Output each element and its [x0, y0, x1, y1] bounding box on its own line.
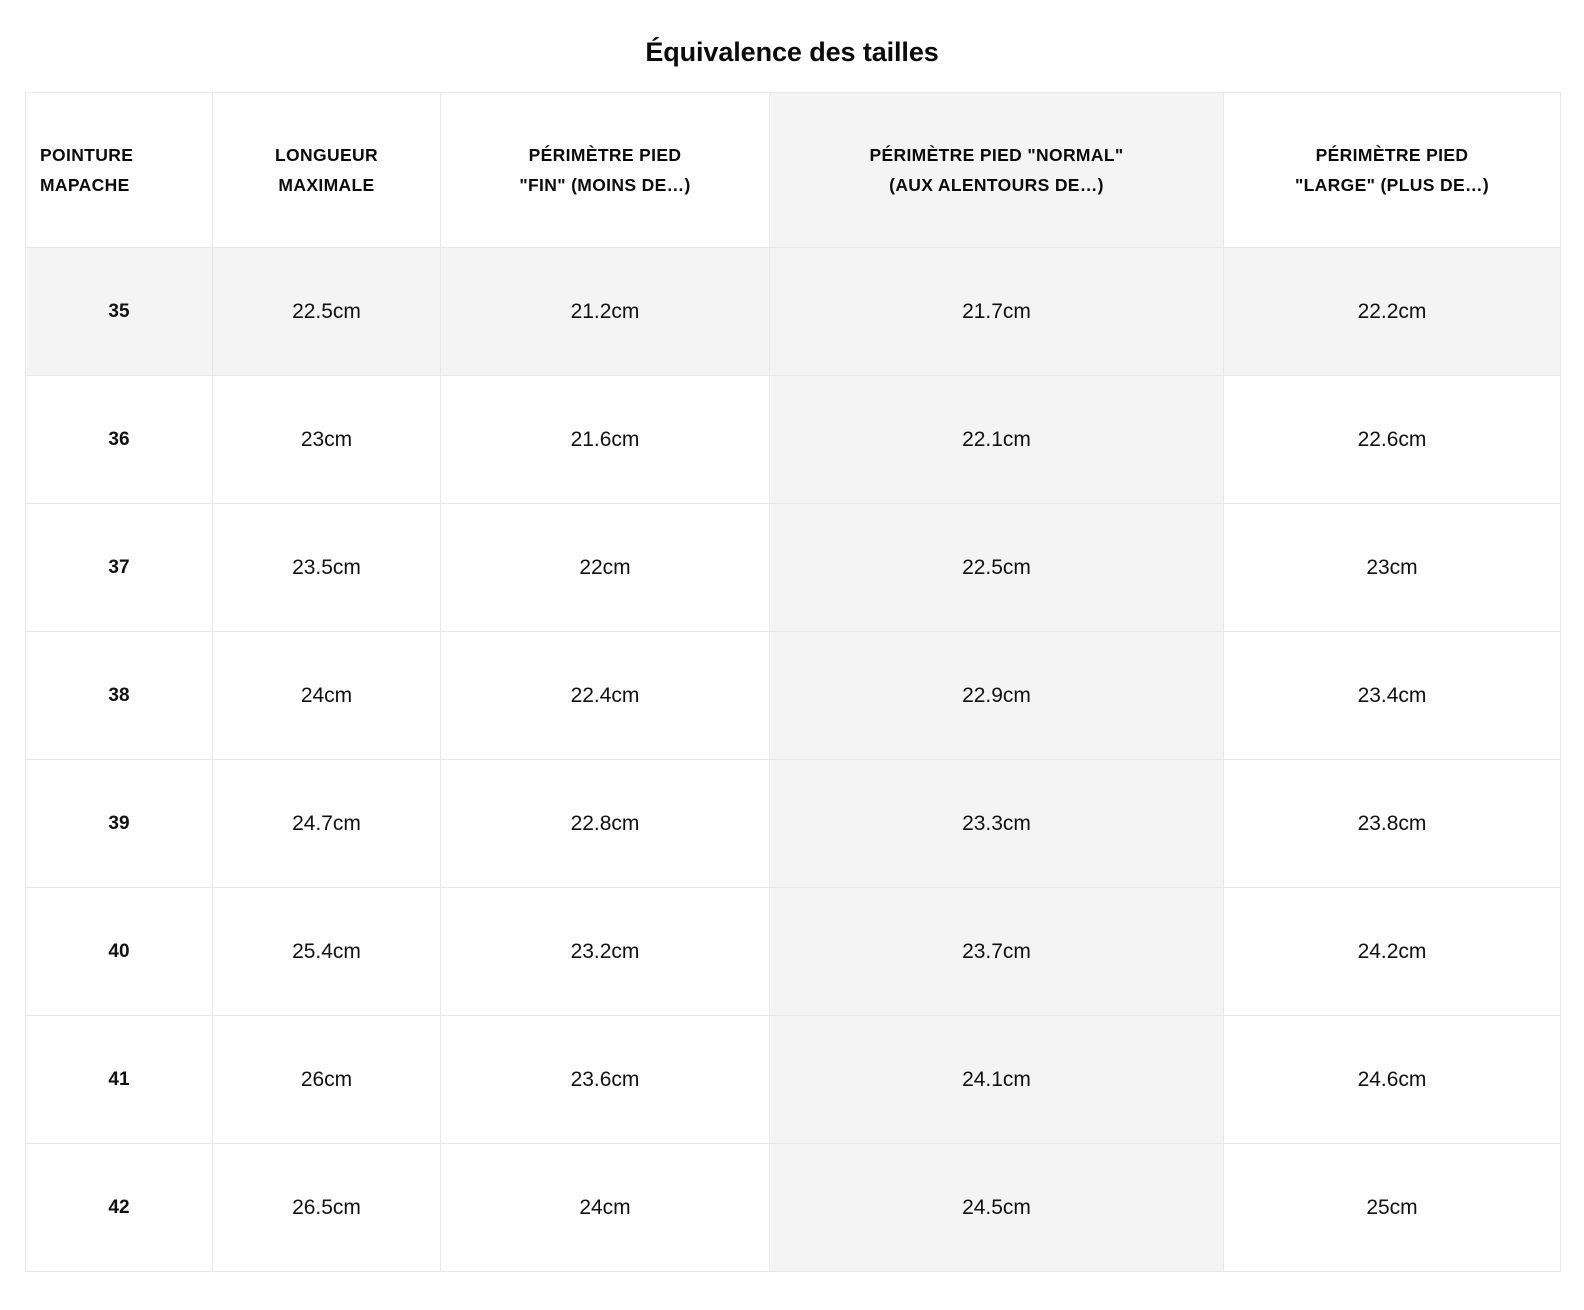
cell-fin: 23.6cm	[440, 1015, 770, 1145]
table-row: 42 26.5cm 24cm 24.5cm 25cm	[25, 1143, 1561, 1273]
column-header-line1: PÉRIMÈTRE PIED "NORMAL"	[869, 145, 1124, 166]
cell-fin: 24cm	[440, 1143, 770, 1273]
column-header-longueur: LONGUEUR MAXIMALE	[212, 92, 441, 249]
column-header-pointure: POINTURE MAPACHE	[25, 92, 213, 249]
cell-large: 23cm	[1223, 503, 1561, 633]
column-header-line2: MAXIMALE	[278, 175, 375, 196]
table-row: 37 23.5cm 22cm 22.5cm 23cm	[25, 503, 1561, 633]
cell-normal: 24.5cm	[769, 1143, 1224, 1273]
cell-longueur: 24.7cm	[212, 759, 441, 889]
cell-pointure: 38	[25, 631, 213, 761]
cell-longueur: 26cm	[212, 1015, 441, 1145]
table-header-row: POINTURE MAPACHE LONGUEUR MAXIMALE PÉRIMÈTRE…	[25, 92, 1561, 249]
cell-large: 22.2cm	[1223, 247, 1561, 377]
size-table-container: POINTURE MAPACHE LONGUEUR MAXIMALE PÉRIMÈTRE…	[0, 68, 1584, 1273]
column-header-line1: LONGUEUR	[275, 145, 378, 166]
cell-fin: 22cm	[440, 503, 770, 633]
cell-large: 24.6cm	[1223, 1015, 1561, 1145]
cell-pointure: 35	[25, 247, 213, 377]
table-row: 36 23cm 21.6cm 22.1cm 22.6cm	[25, 375, 1561, 505]
table-row: 38 24cm 22.4cm 22.9cm 23.4cm	[25, 631, 1561, 761]
page-title: Équivalence des tailles	[645, 37, 939, 67]
cell-pointure: 39	[25, 759, 213, 889]
table-body: 35 22.5cm 21.2cm 21.7cm 22.2cm 36 23cm 21.6cm 22…	[25, 247, 1561, 1273]
cell-pointure: 37	[25, 503, 213, 633]
cell-fin: 21.6cm	[440, 375, 770, 505]
cell-fin: 23.2cm	[440, 887, 770, 1017]
cell-pointure: 36	[25, 375, 213, 505]
table-row: 40 25.4cm 23.2cm 23.7cm 24.2cm	[25, 887, 1561, 1017]
cell-longueur: 25.4cm	[212, 887, 441, 1017]
column-header-line1: PÉRIMÈTRE PIED	[1315, 145, 1469, 166]
column-header-line2: "LARGE" (PLUS DE…)	[1294, 175, 1489, 196]
cell-normal: 22.5cm	[769, 503, 1224, 633]
cell-pointure: 40	[25, 887, 213, 1017]
table-row: 39 24.7cm 22.8cm 23.3cm 23.8cm	[25, 759, 1561, 889]
cell-longueur: 23.5cm	[212, 503, 441, 633]
cell-pointure: 41	[25, 1015, 213, 1145]
cell-large: 24.2cm	[1223, 887, 1561, 1017]
cell-large: 23.4cm	[1223, 631, 1561, 761]
column-header-large: PÉRIMÈTRE PIED "LARGE" (PLUS DE…)	[1223, 92, 1561, 249]
cell-longueur: 26.5cm	[212, 1143, 441, 1273]
column-header-normal: PÉRIMÈTRE PIED "NORMAL" (AUX ALENTOURS DE…	[769, 92, 1224, 249]
cell-longueur: 22.5cm	[212, 247, 441, 377]
cell-longueur: 24cm	[212, 631, 441, 761]
cell-pointure: 42	[25, 1143, 213, 1273]
cell-fin: 22.8cm	[440, 759, 770, 889]
cell-large: 23.8cm	[1223, 759, 1561, 889]
cell-normal: 22.9cm	[769, 631, 1224, 761]
column-header-line2: "FIN" (MOINS DE…)	[519, 175, 691, 196]
cell-fin: 22.4cm	[440, 631, 770, 761]
column-header-line1: PÉRIMÈTRE PIED	[528, 145, 682, 166]
cell-longueur: 23cm	[212, 375, 441, 505]
column-header-line2: MAPACHE	[40, 175, 130, 196]
cell-large: 25cm	[1223, 1143, 1561, 1273]
table-header: POINTURE MAPACHE LONGUEUR MAXIMALE PÉRIMÈTRE…	[25, 92, 1561, 249]
cell-normal: 24.1cm	[769, 1015, 1224, 1145]
cell-normal: 21.7cm	[769, 247, 1224, 377]
cell-normal: 23.3cm	[769, 759, 1224, 889]
cell-fin: 21.2cm	[440, 247, 770, 377]
cell-normal: 23.7cm	[769, 887, 1224, 1017]
size-equivalence-table: POINTURE MAPACHE LONGUEUR MAXIMALE PÉRIMÈTRE…	[25, 92, 1561, 1273]
column-header-line2: (AUX ALENTOURS DE…)	[889, 175, 1104, 196]
column-header-fin: PÉRIMÈTRE PIED "FIN" (MOINS DE…)	[440, 92, 770, 249]
cell-large: 22.6cm	[1223, 375, 1561, 505]
table-row: 41 26cm 23.6cm 24.1cm 24.6cm	[25, 1015, 1561, 1145]
table-row: 35 22.5cm 21.2cm 21.7cm 22.2cm	[25, 247, 1561, 377]
column-header-line1: POINTURE	[40, 145, 134, 166]
cell-normal: 22.1cm	[769, 375, 1224, 505]
